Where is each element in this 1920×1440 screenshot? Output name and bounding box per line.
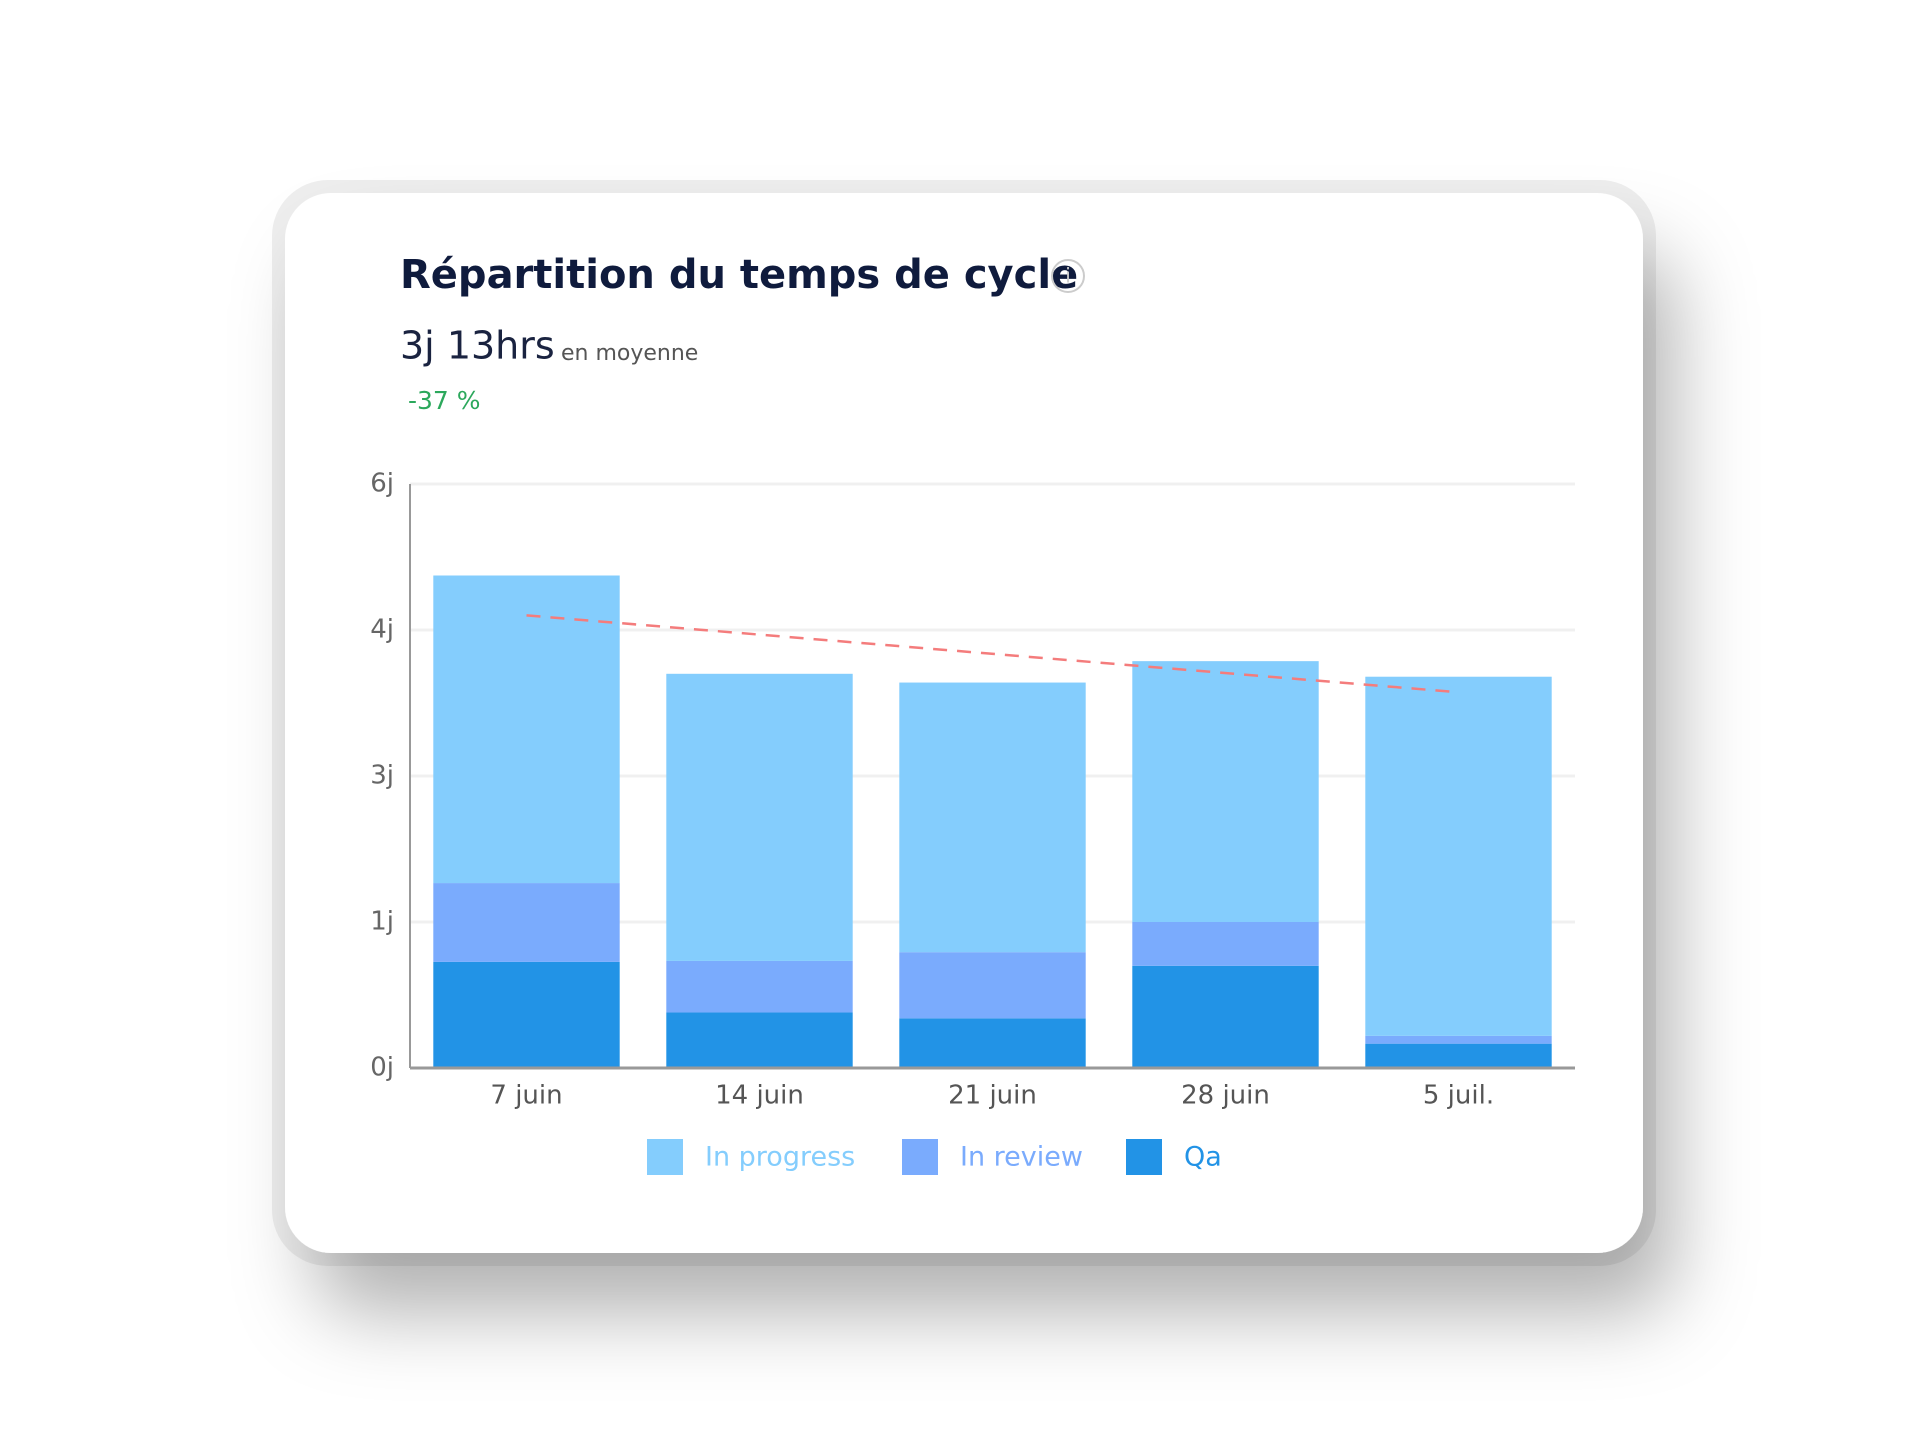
y-tick-label: 1j	[370, 907, 394, 937]
change: -37 %	[408, 386, 481, 415]
headline-note: en moyenne	[561, 341, 698, 366]
bar-segment	[899, 1018, 1086, 1068]
bar-segment	[433, 575, 620, 884]
bar-segment	[1365, 1035, 1552, 1044]
bar-segment	[1132, 965, 1319, 1068]
chart-title: Répartition du temps de cycle	[400, 252, 1078, 298]
bar-segment	[433, 883, 620, 962]
y-tick-label: 4j	[370, 615, 394, 645]
y-tick-label: 0j	[370, 1053, 394, 1083]
y-tick-label: 6j	[370, 469, 394, 499]
y-tick-label: 3j	[370, 761, 394, 791]
x-tick-label: 14 juin	[715, 1081, 804, 1111]
bar-segment	[433, 961, 620, 1068]
legend-swatch	[647, 1139, 683, 1175]
legend-swatch	[902, 1139, 938, 1175]
bar-segment	[899, 952, 1086, 1019]
info-icon[interactable]: i	[1051, 259, 1085, 293]
bar-segment	[1132, 661, 1319, 922]
legend-label[interactable]: In review	[960, 1142, 1083, 1173]
x-tick-label: 28 juin	[1181, 1081, 1270, 1111]
bar-segment	[666, 1012, 853, 1068]
legend-label[interactable]: Qa	[1184, 1142, 1222, 1173]
bar-segment	[1132, 922, 1319, 966]
bar-segment	[1365, 676, 1552, 1036]
legend-swatch	[1126, 1139, 1162, 1175]
x-tick-label: 21 juin	[948, 1081, 1037, 1111]
headline: 3j 13hrs	[400, 324, 555, 368]
bar-segment	[666, 673, 853, 961]
bar-segment	[666, 960, 853, 1013]
x-tick-label: 5 juil.	[1423, 1081, 1494, 1111]
legend-label[interactable]: In progress	[705, 1142, 855, 1173]
svg-text:i: i	[1065, 264, 1071, 288]
bar-segment	[899, 682, 1086, 953]
bar-segment	[1365, 1043, 1552, 1068]
x-tick-label: 7 juin	[490, 1081, 562, 1111]
trend-line	[526, 614, 1459, 694]
